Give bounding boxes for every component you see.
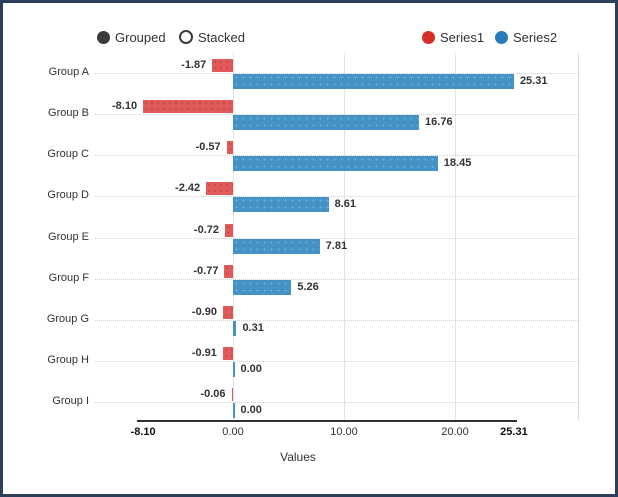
bar-value-label: -0.90 — [191, 305, 217, 318]
radio-selected-icon[interactable] — [97, 30, 110, 44]
row-leader-line — [95, 360, 578, 362]
gridline-vertical — [233, 53, 234, 420]
x-axis-title: Values — [280, 450, 316, 464]
bar-value-label: 8.61 — [334, 198, 356, 211]
x-tick-label: 0.00 — [222, 426, 244, 438]
bar-series2[interactable] — [233, 197, 329, 213]
radio-unselected-icon[interactable] — [179, 30, 193, 44]
row-leader-line — [95, 73, 578, 74]
bar-series2[interactable] — [233, 361, 235, 377]
grouped-radio-label: Grouped — [115, 29, 166, 45]
bar-value-label: 0.00 — [240, 362, 262, 375]
bar-value-label: -0.72 — [193, 223, 219, 236]
row-leader-line — [95, 155, 578, 157]
category-label: Group F — [48, 271, 89, 284]
bar-value-label: 5.26 — [297, 280, 319, 293]
stacked-radio[interactable]: Stacked — [179, 29, 245, 45]
bar-series2[interactable] — [233, 74, 514, 89]
bar-series1[interactable] — [143, 100, 233, 114]
bar-series1[interactable] — [222, 346, 233, 360]
category-label: Group H — [47, 353, 89, 366]
legend-series1-label: Series1 — [440, 29, 485, 45]
bar-value-label: 0.00 — [240, 404, 262, 416]
bar-series1[interactable] — [226, 141, 233, 155]
bar-series2[interactable] — [233, 156, 438, 172]
bar-series2[interactable] — [233, 279, 292, 295]
bar-series1[interactable] — [223, 305, 233, 319]
series2-marker-icon — [495, 30, 508, 44]
x-tick-label: 10.00 — [330, 426, 358, 438]
bar-value-label: -0.91 — [191, 346, 217, 359]
stacked-radio-label: Stacked — [198, 29, 245, 45]
category-label: Group C — [47, 148, 89, 161]
category-label: Group I — [52, 395, 89, 407]
bar-series1[interactable] — [224, 264, 233, 278]
bar-value-label: -1.87 — [181, 59, 207, 71]
bar-value-label: 16.76 — [425, 116, 453, 129]
x-tick-label: -8.10 — [130, 426, 156, 438]
x-tick-label: 20.00 — [441, 426, 469, 438]
bar-series1[interactable] — [231, 388, 233, 401]
bar-series2[interactable] — [233, 320, 237, 336]
series1-marker-icon — [422, 30, 435, 44]
row-leader-line — [95, 319, 578, 321]
bar-value-label: -2.42 — [175, 182, 201, 195]
category-label: Group D — [47, 189, 89, 202]
x-axis-line — [137, 420, 517, 422]
bar-series1[interactable] — [206, 182, 233, 196]
gridline-vertical — [455, 53, 456, 420]
row-leader-line — [95, 196, 578, 198]
category-label: Group A — [48, 66, 89, 78]
bar-value-label: -8.10 — [112, 100, 138, 113]
legend-series2-label: Series2 — [513, 29, 558, 45]
bar-value-label: -0.57 — [195, 141, 221, 154]
category-label: Group G — [46, 312, 89, 325]
row-leader-line — [95, 114, 578, 116]
bar-value-label: -0.06 — [200, 388, 226, 400]
bar-value-label: -0.77 — [193, 264, 219, 277]
plot-area: Group A -1.87 25.31 Group B -8.10 16.76 Group … — [3, 3, 615, 494]
row-leader-line — [95, 237, 578, 239]
category-label: Group B — [48, 107, 89, 120]
category-label: Group E — [48, 230, 89, 243]
bar-series2[interactable] — [233, 115, 420, 131]
row-leader-line — [95, 402, 578, 403]
grouped-radio[interactable]: Grouped — [97, 29, 166, 45]
legend-series2[interactable]: Series2 — [495, 29, 557, 45]
bar-value-label: 25.31 — [519, 75, 548, 87]
bar-value-label: 18.45 — [443, 157, 472, 170]
row-leader-line — [95, 278, 578, 280]
legend-series1[interactable]: Series1 — [422, 29, 484, 45]
bar-series1[interactable] — [225, 223, 233, 237]
bar-value-label: 7.81 — [325, 239, 348, 252]
bar-series2[interactable] — [233, 403, 235, 418]
bar-series2[interactable] — [233, 238, 320, 254]
gridline-vertical — [344, 53, 345, 420]
bar-value-label: 0.31 — [242, 321, 264, 334]
x-tick-label: 25.31 — [500, 426, 528, 438]
plot-right-border — [578, 53, 579, 420]
bar-series1[interactable] — [212, 59, 233, 72]
